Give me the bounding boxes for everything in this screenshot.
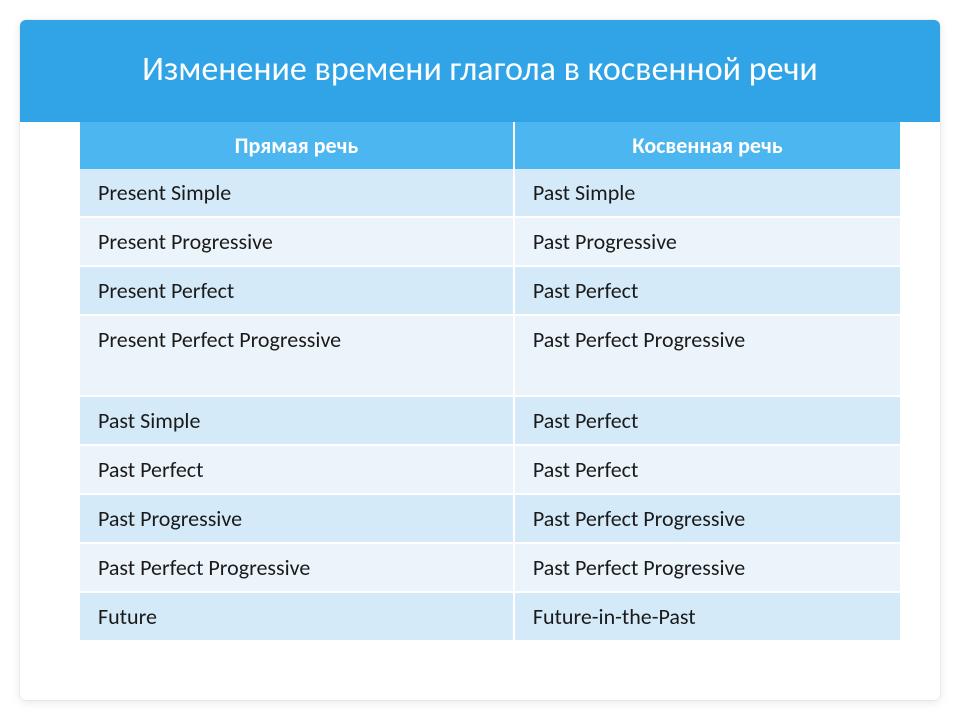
table-body: Present SimplePast SimplePresent Progres… [80,169,900,641]
table-row: Past ProgressivePast Perfect Progressive [80,494,900,543]
header-indirect-speech: Косвенная речь [514,122,900,169]
cell-indirect-speech: Future-in-the-Past [514,592,900,641]
header-direct-speech: Прямая речь [80,122,514,169]
cell-indirect-speech: Past Progressive [514,217,900,266]
cell-indirect-speech: Past Perfect Progressive [514,315,900,396]
cell-direct-speech: Past Perfect [80,445,514,494]
table-row: Past PerfectPast Perfect [80,445,900,494]
cell-direct-speech: Present Perfect [80,266,514,315]
cell-direct-speech: Present Progressive [80,217,514,266]
cell-indirect-speech: Past Perfect Progressive [514,494,900,543]
table-row: FutureFuture-in-the-Past [80,592,900,641]
table-row: Past Perfect ProgressivePast Perfect Pro… [80,543,900,592]
cell-indirect-speech: Past Perfect Progressive [514,543,900,592]
table-row: Present SimplePast Simple [80,169,900,217]
cell-indirect-speech: Past Perfect [514,266,900,315]
cell-direct-speech: Present Perfect Progressive [80,315,514,396]
table-header-row: Прямая речь Косвенная речь [80,122,900,169]
cell-direct-speech: Future [80,592,514,641]
cell-direct-speech: Present Simple [80,169,514,217]
table-row: Past SimplePast Perfect [80,396,900,445]
cell-indirect-speech: Past Simple [514,169,900,217]
content-area: Прямая речь Косвенная речь Present Simpl… [20,122,940,700]
cell-direct-speech: Past Progressive [80,494,514,543]
cell-indirect-speech: Past Perfect [514,445,900,494]
cell-direct-speech: Past Simple [80,396,514,445]
slide-title: Изменение времени глагола в косвенной ре… [142,49,818,90]
table-row: Present Perfect ProgressivePast Perfect … [80,315,900,396]
table-row: Present ProgressivePast Progressive [80,217,900,266]
slide: Изменение времени глагола в косвенной ре… [20,20,940,700]
title-bar: Изменение времени глагола в косвенной ре… [20,20,940,122]
tense-table: Прямая речь Косвенная речь Present Simpl… [80,122,900,642]
cell-direct-speech: Past Perfect Progressive [80,543,514,592]
table-row: Present PerfectPast Perfect [80,266,900,315]
cell-indirect-speech: Past Perfect [514,396,900,445]
